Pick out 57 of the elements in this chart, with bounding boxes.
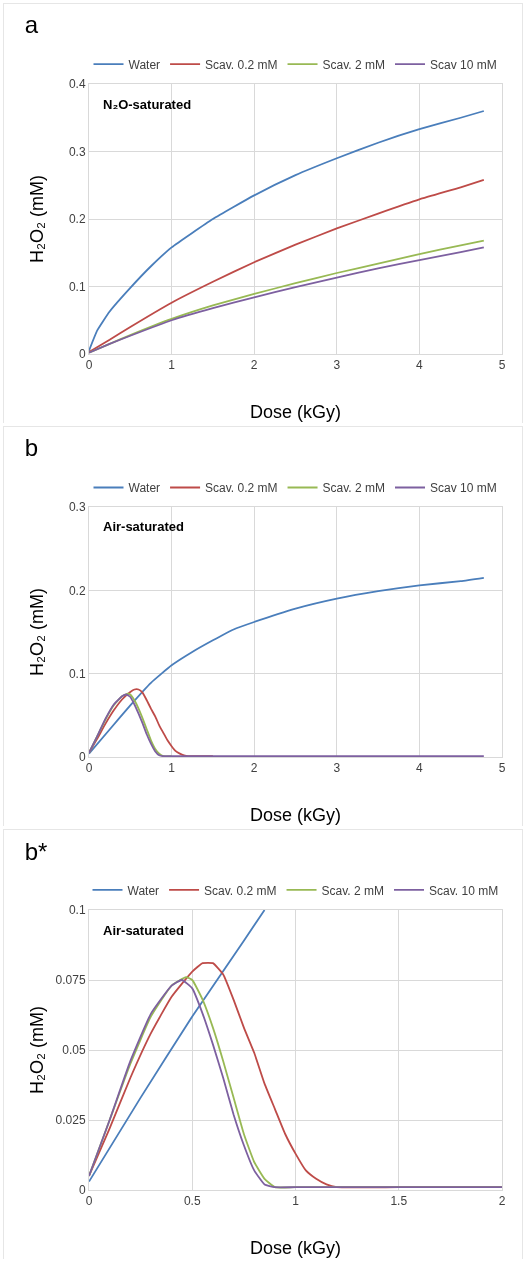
x-tick-label: 0.5 [183, 1194, 201, 1209]
x-tick-label: 4 [416, 761, 424, 776]
x-tick-label: 1 [292, 1194, 300, 1209]
line-series [89, 693, 485, 757]
x-tick-label: 3 [333, 358, 341, 373]
y-axis-title: H₂O₂ (mM) [27, 588, 47, 676]
line-series [89, 110, 485, 352]
line-series [89, 178, 485, 353]
y-tick-label: 0.2 [68, 583, 86, 598]
y-axis-title: H₂O₂ (mM) [27, 1006, 47, 1094]
y-tick-label: 0.3 [68, 144, 86, 159]
legend-label: Water [128, 57, 161, 72]
line-series [89, 910, 266, 1183]
x-tick-label: 2 [250, 761, 258, 776]
legend-label: Scav 10 mM [430, 57, 497, 72]
y-tick-label: 0 [78, 1183, 86, 1198]
y-tick-label: 0.1 [68, 666, 86, 681]
y-tick-label: 0 [78, 347, 86, 362]
x-tick-label: 3 [333, 761, 341, 776]
legend-label: Water [128, 481, 161, 496]
chart-title: b [24, 433, 39, 461]
y-axis-title: H₂O₂ (mM) [27, 175, 47, 263]
x-tick-label: 2 [498, 1194, 506, 1209]
x-tick-label: 2 [250, 358, 258, 373]
x-tick-label: 1 [168, 761, 176, 776]
annotation: N₂O-saturated [103, 97, 192, 112]
x-tick-label: 5 [498, 761, 506, 776]
legend-label: Scav. 2 mM [321, 883, 384, 898]
y-tick-label: 0 [78, 750, 86, 765]
y-tick-label: 0.2 [68, 212, 86, 227]
y-tick-label: 0.05 [62, 1043, 86, 1058]
y-tick-label: 0.4 [68, 77, 86, 92]
y-tick-label: 0.3 [68, 500, 86, 515]
legend-label: Scav. 2 mM [322, 57, 385, 72]
x-tick-label: 4 [416, 358, 424, 373]
legend-label: Scav. 10 mM [429, 883, 499, 898]
annotation: Air-saturated [103, 923, 184, 938]
legend-label: Scav 10 mM [430, 481, 497, 496]
y-tick-label: 0.1 [68, 903, 86, 918]
x-tick-label: 5 [498, 358, 506, 373]
y-tick-label: 0.075 [55, 973, 86, 988]
y-tick-label: 0.1 [68, 279, 86, 294]
line-series [89, 576, 485, 755]
legend-label: Scav. 0.2 mM [204, 883, 277, 898]
legend-label: Scav. 0.2 mM [205, 481, 278, 496]
y-tick-label: 0.025 [55, 1113, 86, 1128]
x-axis-title: Dose (kGy) [249, 805, 342, 825]
x-tick-label: 1.5 [390, 1194, 408, 1209]
legend-label: Water [127, 883, 160, 898]
legend-label: Scav. 0.2 mM [205, 57, 278, 72]
legend-label: Scav. 2 mM [322, 481, 385, 496]
x-axis-title: Dose (kGy) [249, 1238, 342, 1258]
x-axis-title: Dose (kGy) [249, 402, 342, 422]
x-tick-label: 1 [168, 358, 176, 373]
annotation: Air-saturated [103, 519, 184, 534]
chart-title: b* [24, 837, 48, 865]
chart-title: a [24, 11, 39, 39]
